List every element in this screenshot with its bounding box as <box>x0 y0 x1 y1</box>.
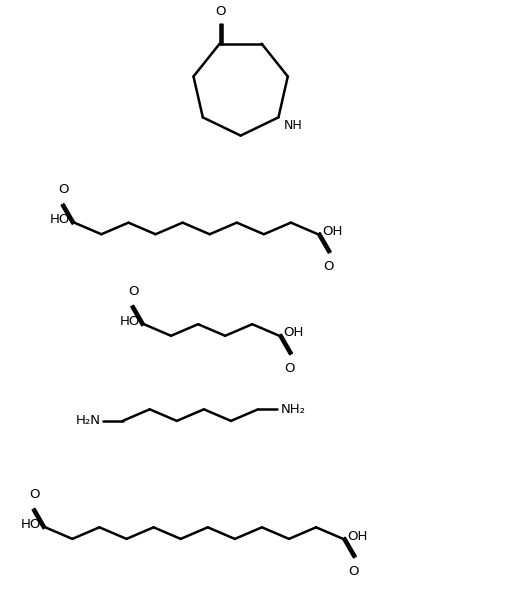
Text: O: O <box>285 362 295 375</box>
Text: OH: OH <box>283 326 304 339</box>
Text: O: O <box>323 260 334 274</box>
Text: OH: OH <box>322 225 342 238</box>
Text: OH: OH <box>347 530 367 542</box>
Text: HO: HO <box>21 518 42 531</box>
Text: NH: NH <box>283 118 302 132</box>
Text: HO: HO <box>120 315 140 328</box>
Text: O: O <box>30 488 40 501</box>
Text: O: O <box>215 5 226 18</box>
Text: HO: HO <box>50 213 71 226</box>
Text: O: O <box>349 565 359 578</box>
Text: NH₂: NH₂ <box>280 403 305 416</box>
Text: O: O <box>59 184 69 196</box>
Text: O: O <box>128 285 139 298</box>
Text: H₂N: H₂N <box>75 414 100 428</box>
